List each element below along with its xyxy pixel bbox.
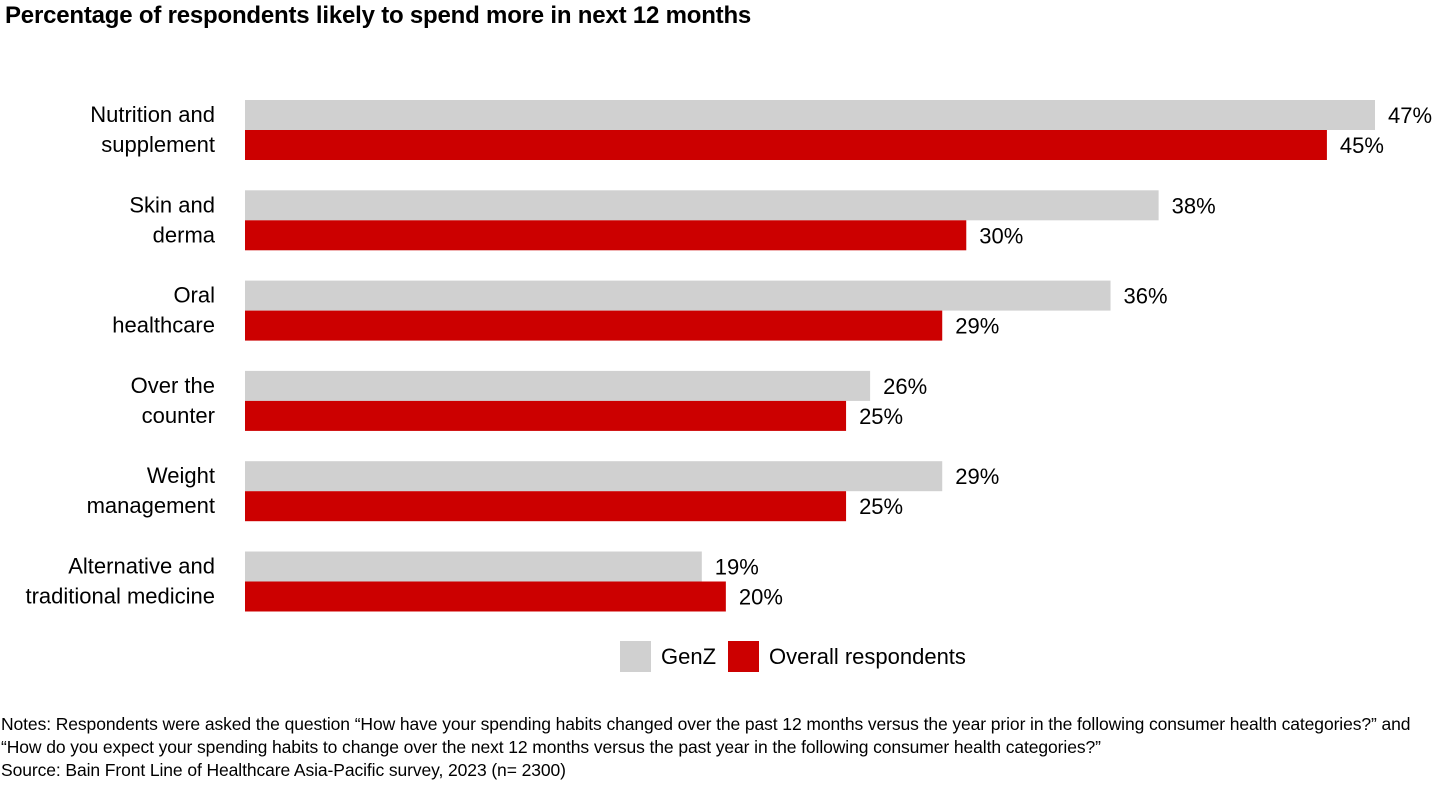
value-label: 29% — [955, 464, 999, 489]
category-label: healthcare — [112, 313, 215, 338]
category-label: Oral — [173, 283, 215, 308]
legend: GenZ Overall respondents — [620, 641, 978, 672]
value-label: 19% — [715, 555, 759, 580]
category-label: supplement — [101, 132, 215, 157]
value-label: 25% — [859, 494, 903, 519]
value-label: 47% — [1388, 103, 1432, 128]
bar-overall — [245, 491, 847, 522]
footnotes: Notes: Respondents were asked the questi… — [1, 713, 1437, 782]
legend-swatch-overall — [728, 641, 760, 672]
value-label: 38% — [1172, 193, 1216, 218]
category-label: counter — [142, 403, 215, 428]
legend-label-genz: GenZ — [661, 643, 717, 669]
value-label: 25% — [859, 404, 903, 429]
category-label: derma — [153, 222, 216, 247]
bar-genz — [245, 370, 871, 401]
bar-overall — [245, 310, 943, 341]
bar-overall — [245, 220, 967, 251]
notes-text: Notes: Respondents were asked the questi… — [1, 714, 1411, 757]
value-label: 45% — [1340, 133, 1384, 158]
value-label: 26% — [883, 374, 927, 399]
source-text: Source: Bain Front Line of Healthcare As… — [1, 760, 566, 780]
bar-chart: Nutrition and supplement 47%45% Skin and der… — [25, 100, 1432, 612]
bar-genz — [245, 280, 1111, 311]
bar-genz — [245, 100, 1375, 130]
category-label: Skin and — [129, 192, 215, 217]
bar-overall — [245, 581, 726, 612]
bar-overall — [245, 130, 1327, 160]
category-label: Alternative and — [68, 554, 215, 579]
category-label: traditional medicine — [25, 584, 215, 609]
bar-overall — [245, 400, 847, 431]
legend-item-genz: GenZ — [620, 641, 728, 672]
category-label: Weight — [147, 463, 215, 488]
category-label: management — [87, 493, 215, 518]
category-label: Nutrition and — [90, 102, 215, 127]
bar-genz — [245, 551, 702, 582]
chart-title: Percentage of respondents likely to spen… — [5, 2, 752, 29]
legend-swatch-genz — [620, 641, 651, 672]
value-label: 30% — [979, 223, 1023, 248]
category-label: Over the — [131, 373, 215, 398]
legend-item-overall: Overall respondents — [728, 641, 978, 672]
value-label: 36% — [1124, 284, 1168, 309]
bar-genz — [245, 190, 1159, 221]
value-label: 29% — [955, 314, 999, 339]
legend-label-overall: Overall respondents — [769, 643, 966, 669]
bar-genz — [245, 461, 943, 492]
value-label: 20% — [739, 585, 783, 610]
